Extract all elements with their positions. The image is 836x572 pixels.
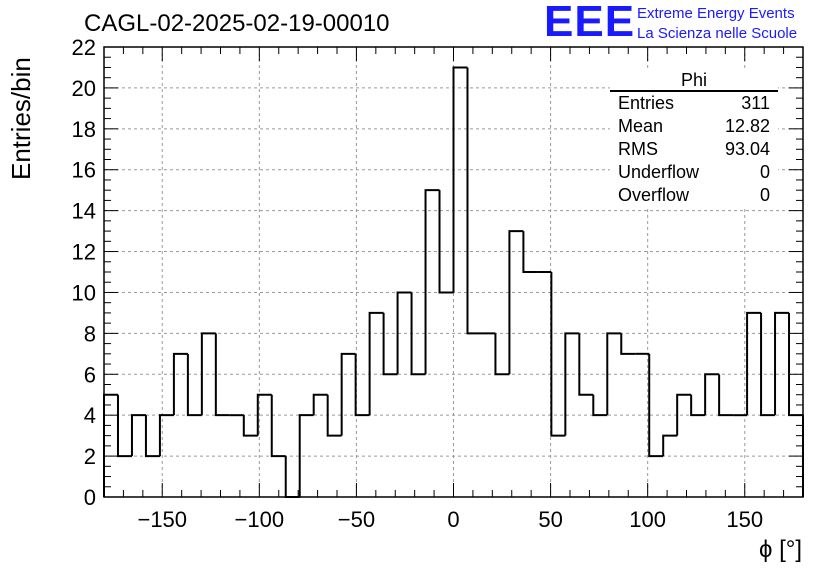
histogram-bin xyxy=(550,272,566,437)
stats-row-overflow: Overflow 0 xyxy=(610,184,778,207)
histogram-bin xyxy=(326,394,342,437)
histogram-bin xyxy=(746,311,762,416)
y-tick-label: 10 xyxy=(72,280,96,305)
y-axis-label: Entries/bin xyxy=(6,57,36,180)
x-axis-label: ϕ [°] xyxy=(758,536,802,563)
histogram-bin xyxy=(620,333,636,355)
stats-value: 0 xyxy=(759,162,770,182)
histogram-bin xyxy=(774,311,790,416)
y-tick-label: 20 xyxy=(72,76,96,101)
x-tick-label: −150 xyxy=(137,507,187,532)
histogram-bin xyxy=(158,414,174,457)
stats-box: Phi Entries 311 Mean 12.82 RMS 93.04 Und… xyxy=(610,70,778,207)
stats-value: 0 xyxy=(759,185,770,205)
stats-row-mean: Mean 12.82 xyxy=(610,115,778,138)
stats-value: 93.04 xyxy=(724,139,770,159)
histogram-bin xyxy=(116,394,132,458)
histogram-bin xyxy=(676,393,692,436)
histogram-bin xyxy=(270,394,286,458)
histogram-bin xyxy=(662,434,678,457)
stats-box-title: Phi xyxy=(610,70,778,92)
histogram-bin xyxy=(508,230,524,375)
histogram-bin xyxy=(410,292,426,376)
stats-label: Underflow xyxy=(618,162,700,182)
histogram-bin xyxy=(578,333,594,396)
histogram-bin xyxy=(298,414,314,497)
stats-value: 12.82 xyxy=(724,116,770,136)
stats-label: Overflow xyxy=(618,185,690,205)
y-tick-label: 8 xyxy=(84,321,96,346)
x-tick-label: 0 xyxy=(447,507,459,532)
y-tick-label: 22 xyxy=(72,35,96,60)
y-tick-label: 14 xyxy=(72,199,96,224)
histogram-bin xyxy=(718,374,734,417)
histogram-bin xyxy=(424,189,440,375)
y-tick-label: 2 xyxy=(84,444,96,469)
x-tick-label: 100 xyxy=(629,507,666,532)
eee-logo: EEE xyxy=(544,0,636,46)
histogram-bin xyxy=(494,333,510,376)
histogram-bin xyxy=(564,332,580,436)
histogram-bin xyxy=(382,312,398,376)
y-tick-label: 18 xyxy=(72,117,96,142)
eee-logo-line2: La Scienza nelle Scuole xyxy=(637,25,798,42)
y-tick-label: 0 xyxy=(84,485,96,510)
stats-row-entries: Entries 311 xyxy=(610,92,778,115)
histogram-bin xyxy=(284,456,300,498)
stats-label: RMS xyxy=(618,139,658,159)
stats-row-underflow: Underflow 0 xyxy=(610,161,778,184)
stats-row-rms: RMS 93.04 xyxy=(610,138,778,161)
y-tick-label: 4 xyxy=(84,403,96,428)
x-tick-label: 150 xyxy=(726,507,763,532)
histogram-bin xyxy=(522,231,538,273)
histogram-bin xyxy=(144,415,160,458)
eee-logo-line1: Extreme Energy Events xyxy=(637,5,795,22)
histogram-bin xyxy=(340,352,356,436)
histogram-bin xyxy=(438,190,454,294)
histogram-bin xyxy=(466,67,482,335)
histogram-bin xyxy=(606,332,622,416)
y-tick-label: 12 xyxy=(72,240,96,265)
histogram-bin xyxy=(256,393,272,436)
histogram-bin xyxy=(690,394,706,417)
x-tick-label: 50 xyxy=(538,507,562,532)
stats-value: 311 xyxy=(741,93,770,113)
histogram-bin xyxy=(200,332,216,416)
histogram-bin xyxy=(648,353,664,458)
histogram-bin xyxy=(312,393,328,416)
histogram-bin xyxy=(396,291,412,375)
y-tick-label: 6 xyxy=(84,362,96,387)
histogram-bin xyxy=(704,373,720,416)
histogram-bin xyxy=(186,353,202,417)
x-tick-label: −50 xyxy=(338,507,375,532)
histogram-bin xyxy=(368,311,384,416)
stats-label: Entries xyxy=(618,93,675,113)
stats-label: Mean xyxy=(618,116,664,136)
histogram-bin xyxy=(130,414,146,457)
histogram-bin xyxy=(214,333,230,417)
histogram-bin xyxy=(452,66,468,293)
x-tick-label: −100 xyxy=(235,507,285,532)
histogram-bin xyxy=(242,415,258,437)
y-tick-label: 16 xyxy=(72,158,96,183)
histogram-bin xyxy=(592,394,608,417)
histogram-bin xyxy=(760,312,776,417)
histogram-bin xyxy=(172,352,188,416)
chart-title: CAGL-02-2025-02-19-00010 xyxy=(84,10,390,37)
histogram-bin xyxy=(354,353,370,417)
